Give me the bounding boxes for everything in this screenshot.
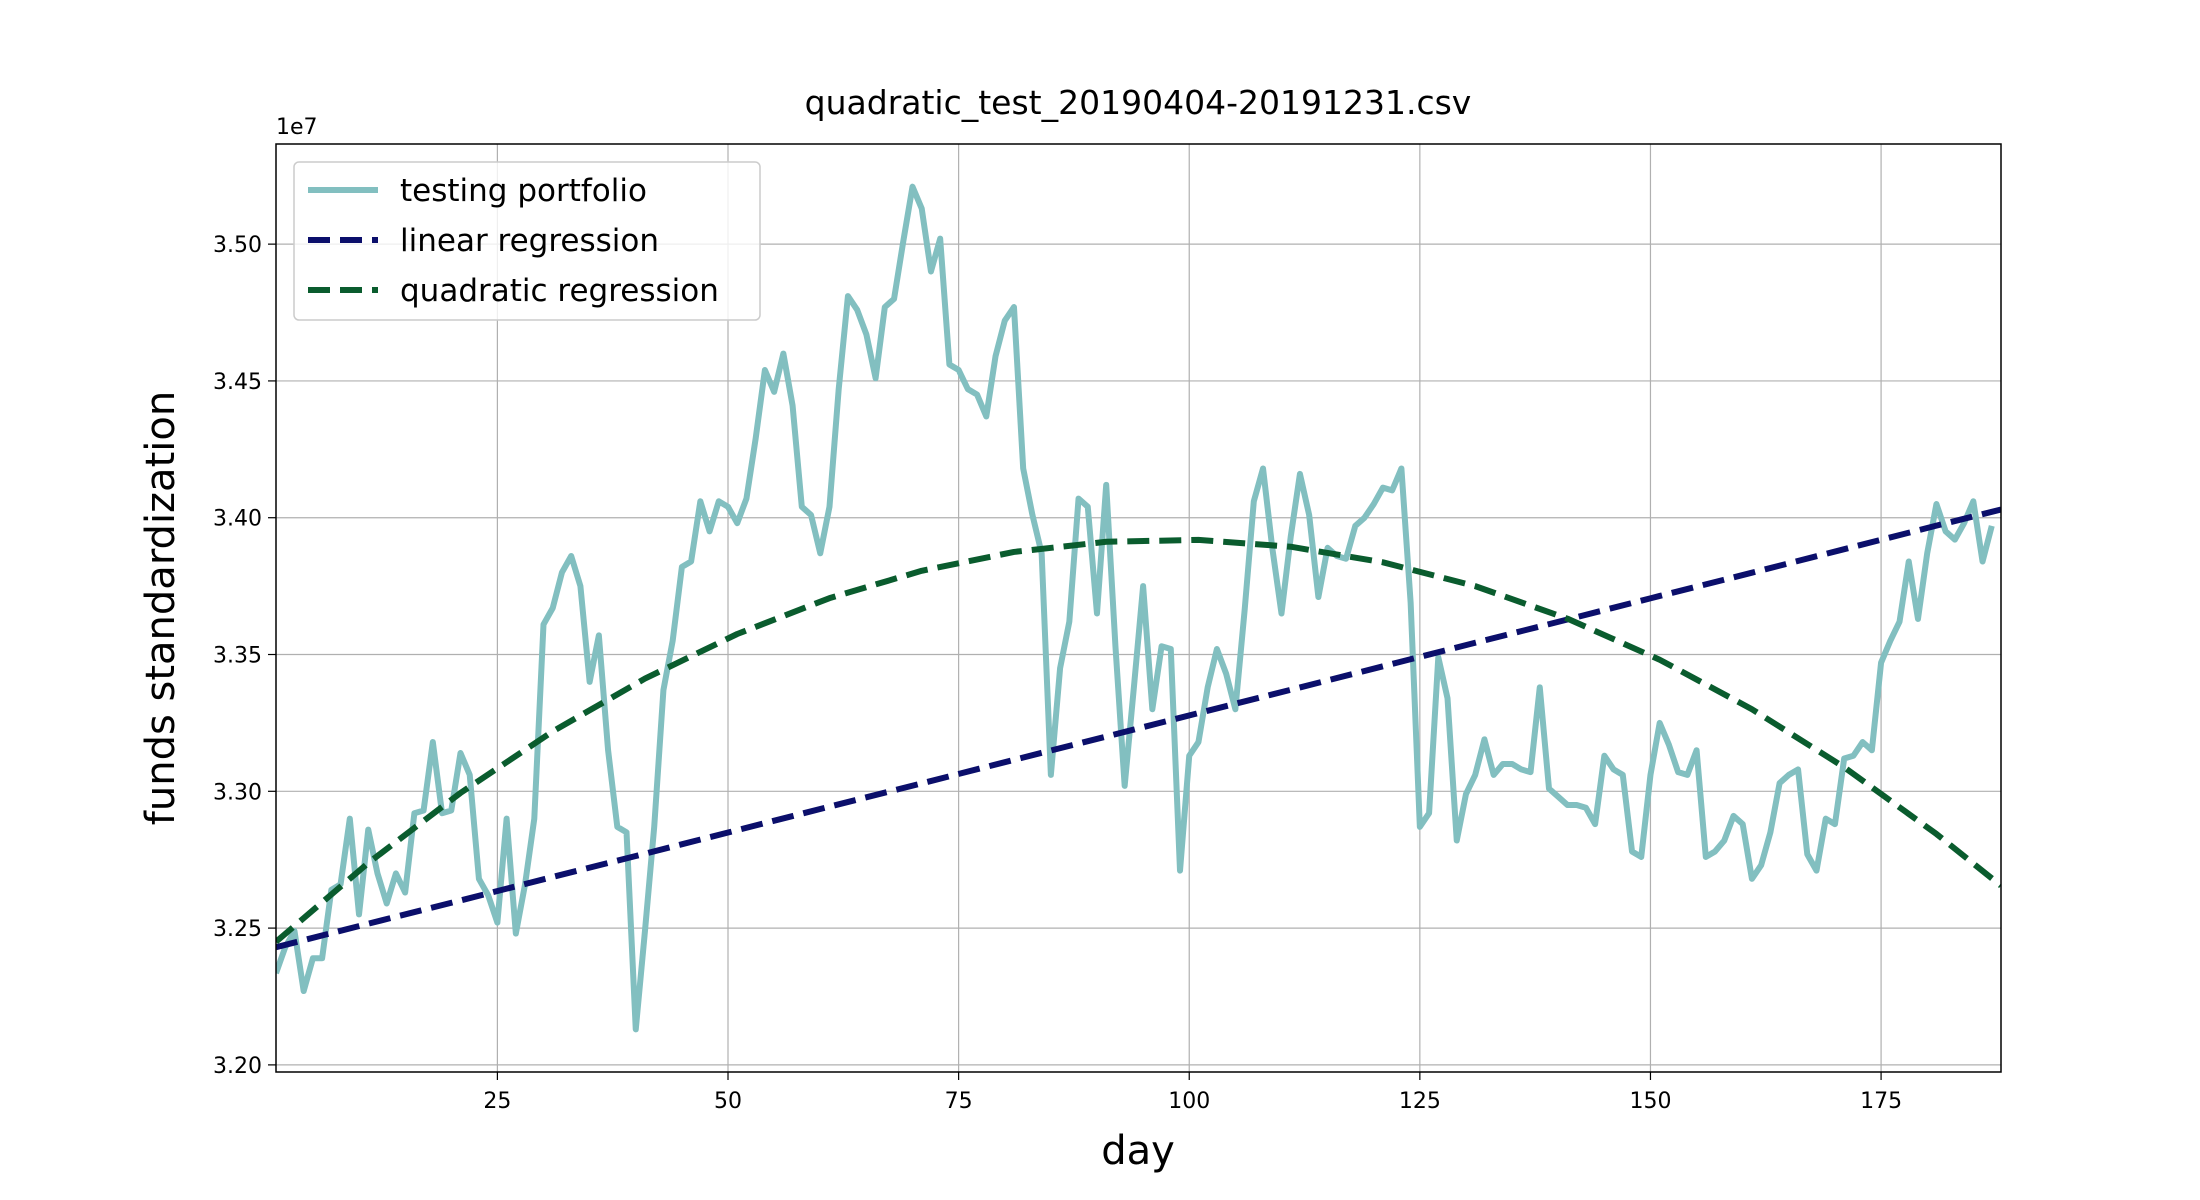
legend-label: quadratic regression [400,273,719,309]
plot-lines [276,183,2001,1033]
y-tick-label: 3.25 [213,917,262,942]
data-line [276,536,2001,945]
y-axis-label: funds standardization [138,391,184,825]
x-tick-label: 25 [483,1089,511,1114]
plot-frame [275,143,2002,1073]
legend-box [293,161,761,321]
y-tick-label: 3.30 [213,780,262,805]
chart-title: quadratic_test_20190404-20191231.csv [805,83,1472,122]
y-offset-label: 1e7 [276,115,318,140]
data-line [276,506,2001,951]
y-tick-label: 3.50 [213,233,262,258]
x-tick-label: 100 [1168,1089,1210,1114]
y-tick-label: 3.45 [213,370,262,395]
x-tick-label: 50 [714,1089,742,1114]
legend-label: testing portfolio [400,173,647,209]
y-tick-label: 3.20 [213,1054,262,1079]
x-tick-label: 75 [945,1089,973,1114]
y-tick-label: 3.40 [213,507,262,532]
x-tick-label: 175 [1860,1089,1902,1114]
x-tick-label: 150 [1629,1089,1671,1114]
data-line [276,183,1995,1033]
x-tick-label: 125 [1399,1089,1441,1114]
x-axis-label: day [1101,1128,1175,1174]
y-tick-label: 3.35 [213,644,262,669]
legend-label: linear regression [400,223,659,259]
